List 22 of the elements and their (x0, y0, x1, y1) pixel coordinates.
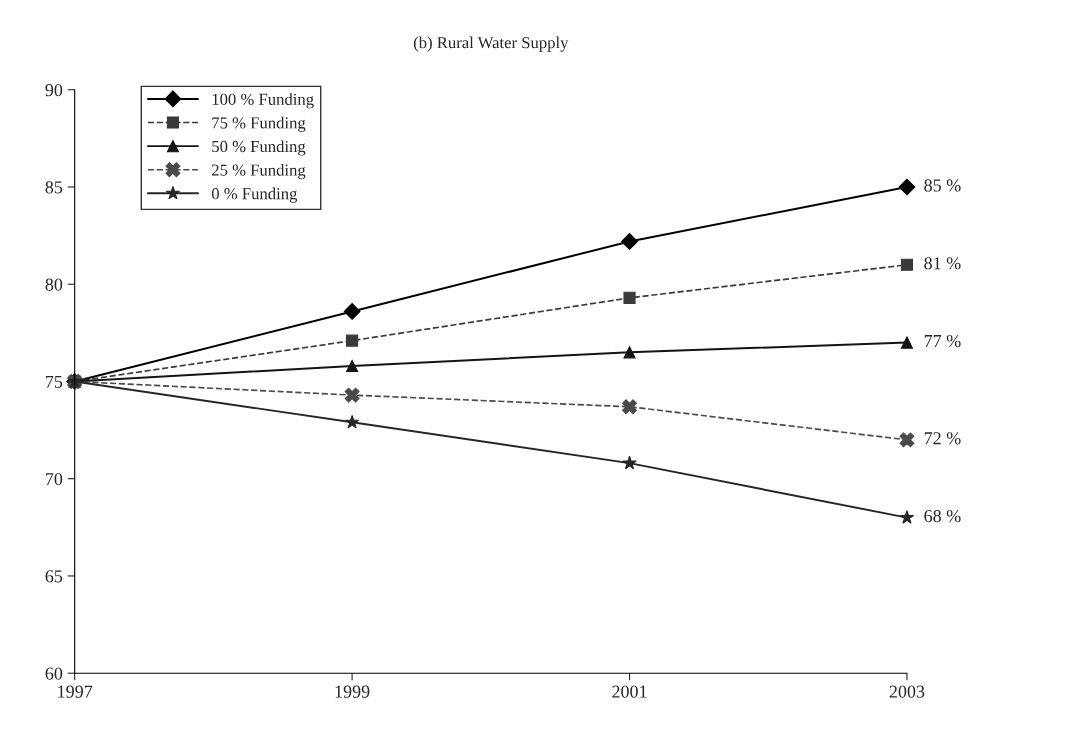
y-tick-label: 70 (46, 472, 63, 486)
legend-label: 75 % Funding (212, 116, 306, 132)
legend-label: 100 % Funding (212, 93, 314, 109)
x-tick-label: 1999 (335, 685, 370, 698)
y-tick-label: 65 (45, 570, 63, 583)
y-tick-label: 75 (46, 375, 63, 388)
legend-label: 25 % Funding (212, 163, 306, 180)
x-tick-label: 1997 (58, 685, 93, 698)
data-label: 68 % (924, 509, 961, 523)
x-tick-label: 2003 (889, 685, 925, 698)
legend-label: 0 % Funding (211, 187, 298, 203)
legend-label: 50 % Funding (212, 140, 306, 156)
x-tick-label: 2001 (612, 685, 647, 698)
y-tick-label: 80 (45, 278, 63, 291)
y-tick-label: 90 (45, 84, 63, 97)
data-label: 72 % (924, 432, 961, 445)
chart-title: (b) Rural Water Supply (413, 36, 569, 52)
data-label: 85 % (924, 179, 961, 192)
data-label: 77 % (924, 334, 961, 348)
data-label: 81 % (924, 257, 961, 270)
y-tick-label: 85 (45, 181, 63, 194)
y-tick-label: 60 (45, 667, 63, 680)
